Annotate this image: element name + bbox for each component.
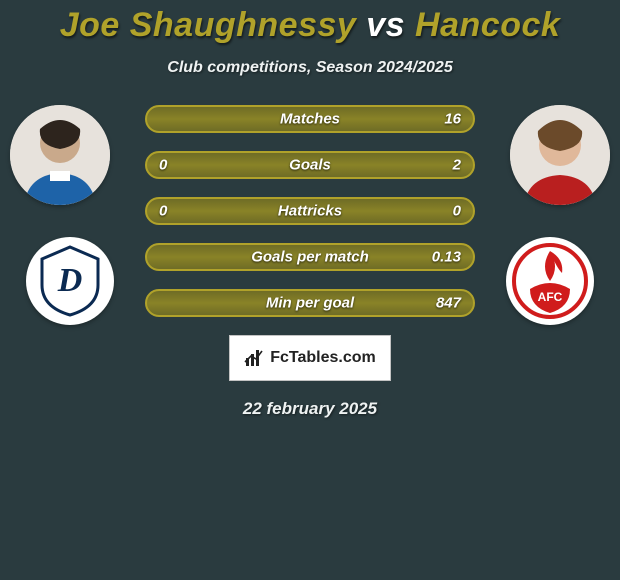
comparison-card: Joe Shaughnessy vs Hancock Club competit… [0,0,620,580]
title-vs: vs [366,6,405,44]
stat-label: Goals per match [251,249,369,266]
stat-bars: Matches 16 0 Goals 2 0 Hattricks 0 Goals… [145,105,475,317]
page-title: Joe Shaughnessy vs Hancock [0,6,620,45]
content-area: D AFC Matches 16 0 Goals 2 [0,105,620,419]
source-logo-text: FcTables.com [270,349,376,367]
stat-row-min-per-goal: Min per goal 847 [145,289,475,317]
stat-label: Hattricks [278,203,342,220]
player2-club-badge: AFC [506,237,594,325]
stat-right-value: 0.13 [432,249,461,266]
stat-row-hattricks: 0 Hattricks 0 [145,197,475,225]
comparison-date: 22 february 2025 [0,399,620,419]
stat-left-value: 0 [159,157,167,174]
stat-right-value: 0 [453,203,461,220]
stat-label: Min per goal [266,295,354,312]
player2-avatar [510,105,610,205]
stat-row-matches: Matches 16 [145,105,475,133]
subtitle: Club competitions, Season 2024/2025 [0,59,620,77]
player1-club-badge: D [26,237,114,325]
stat-left-value: 0 [159,203,167,220]
bar-chart-icon [244,348,264,368]
stat-row-goals-per-match: Goals per match 0.13 [145,243,475,271]
title-player2: Hancock [415,6,560,44]
source-logo: FcTables.com [229,335,391,381]
stat-right-value: 847 [436,295,461,312]
stat-right-value: 16 [444,111,461,128]
player1-avatar [10,105,110,205]
stat-label: Goals [289,157,331,174]
svg-text:D: D [57,262,83,299]
title-player1: Joe Shaughnessy [60,6,357,44]
stat-label: Matches [280,111,340,128]
stat-row-goals: 0 Goals 2 [145,151,475,179]
svg-text:AFC: AFC [538,290,563,304]
stat-right-value: 2 [453,157,461,174]
